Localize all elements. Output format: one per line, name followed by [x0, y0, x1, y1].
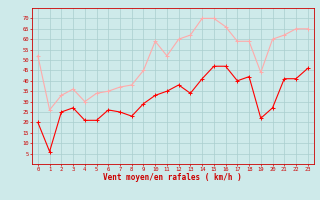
X-axis label: Vent moyen/en rafales ( km/h ): Vent moyen/en rafales ( km/h ) — [103, 173, 242, 182]
